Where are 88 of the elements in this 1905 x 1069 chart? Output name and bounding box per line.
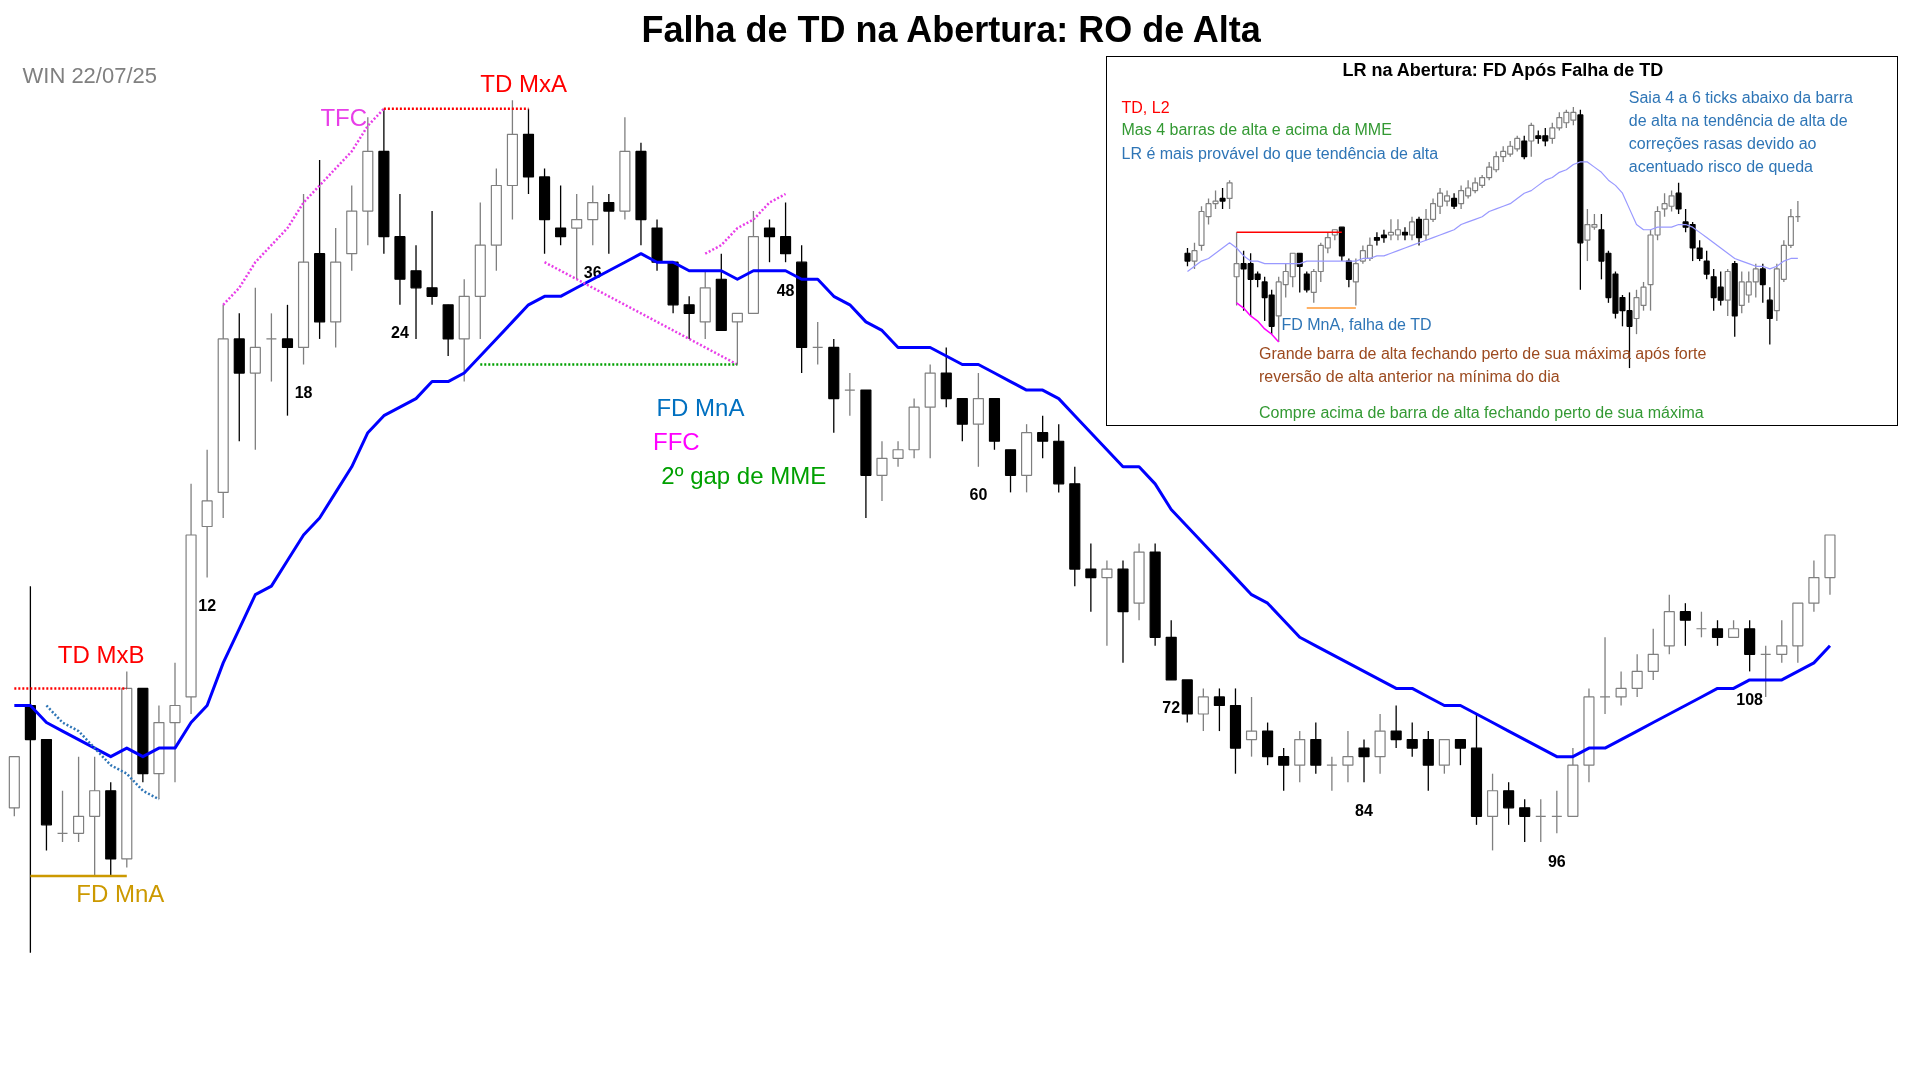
candlestick [1101,559,1113,647]
candlestick [1631,653,1643,698]
candlestick [1521,135,1528,160]
candlestick [73,755,85,843]
candlestick [1776,619,1788,664]
candlestick [1219,187,1226,210]
annotation: Saia 4 a 6 ticks abaixo da barra de alta na tendência de alta de correções rasas devido ao acentuado risco de queda [1628,88,1854,175]
candlestick [1675,182,1682,215]
candlestick [1647,628,1659,681]
x-tick-label: 96 [1547,852,1566,870]
candlestick [1326,755,1338,792]
annotation: Mas 4 barras de alta e acima da MME [1121,121,1392,139]
candlestick [1085,542,1097,613]
annotation: LR é mais provável do que tendência de alta [1121,145,1439,163]
candlestick [1759,263,1766,304]
candlestick [1213,687,1225,732]
candlestick [1037,415,1049,459]
x-tick-label: 108 [1736,690,1764,708]
candlestick [555,184,567,246]
candlestick [410,244,422,340]
candlestick [1345,257,1352,288]
candlestick [1233,231,1240,307]
x-tick-label: 24 [391,324,409,342]
candlestick [1245,696,1258,758]
candlestick [265,312,277,383]
candlestick [1711,619,1724,647]
candlestick [876,440,888,502]
candlestick [1296,252,1303,294]
chart-title: Falha de TD na Abertura: RO de Alta [641,9,1262,50]
candlestick [1278,747,1290,792]
annotation: FD MnA [76,879,165,907]
candlestick [281,304,294,417]
candlestick [1703,249,1710,280]
candlestick [1766,286,1773,346]
candlestick [1352,257,1359,307]
candlestick [571,193,583,280]
candlestick [812,321,824,366]
candlestick [56,790,69,843]
candlestick [169,662,181,783]
text: TD MxA [480,69,568,97]
candlestick [1303,270,1310,294]
candlestick [1184,247,1191,267]
candlestick [683,295,695,340]
annotation: TD, L2 [1121,99,1170,117]
candlestick [1415,216,1423,247]
candlestick [1679,602,1691,647]
x-tick-label: 72 [1162,699,1181,717]
annotation: FFC [652,427,700,455]
chart-title: LR na Abertura: FD Após Falha de TD [1342,59,1664,80]
candlestick [844,372,856,417]
candlestick [426,210,438,306]
candlestick [1342,730,1354,783]
candlestick [1535,798,1547,843]
annotation: FD MnA [656,393,745,421]
candlestick [1551,790,1563,835]
candlestick [1503,781,1515,826]
candlestick [1191,242,1198,270]
x-tick-label: 18 [294,383,313,401]
candlestick [763,218,776,263]
candlestick [1408,216,1416,241]
candlestick [24,585,36,954]
x-tick-label: 60 [969,486,988,504]
chart-subtitle: WIN 22/07/25 [22,63,158,88]
candlestick [731,312,743,366]
candlestick [603,193,615,255]
annotation: TD MxB [57,640,145,668]
candlestick [1454,738,1466,766]
annotation: TFC [320,103,368,131]
candlestick [1390,704,1402,749]
candlestick [587,184,599,246]
candlestick [1226,179,1233,210]
candlestick [1695,611,1708,638]
x-tick-label: 12 [198,596,217,614]
candlestick [1197,687,1209,732]
candlestick [892,440,904,468]
candlestick [1406,721,1418,758]
candlestick [779,201,792,263]
candlestick [1599,636,1611,715]
x-tick-label: 84 [1355,801,1374,819]
candlestick [1401,226,1409,241]
candlestick [1358,738,1370,783]
candlestick [1528,122,1535,158]
annotation: FD MnA, falha de TD [1281,315,1432,333]
annotation: Compre acima de barra de alta fechando perto de sua máxima [1259,403,1704,421]
candlestick [1519,798,1531,843]
annotation: 2º gap de MME [661,461,827,489]
x-tick-label: 48 [776,281,795,299]
candlestick [1615,670,1627,707]
